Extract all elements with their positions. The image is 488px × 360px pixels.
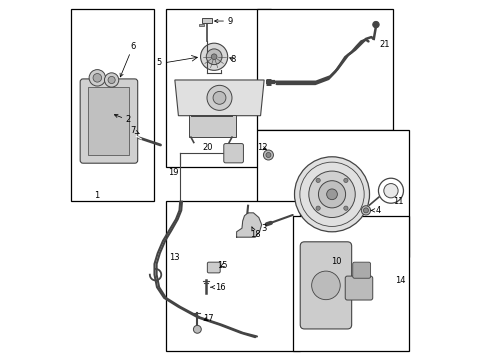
Circle shape bbox=[318, 181, 345, 208]
Text: 19: 19 bbox=[168, 168, 178, 177]
Circle shape bbox=[372, 21, 378, 28]
Circle shape bbox=[206, 85, 231, 111]
Circle shape bbox=[308, 171, 354, 217]
FancyBboxPatch shape bbox=[207, 262, 220, 273]
Circle shape bbox=[263, 150, 273, 160]
Bar bbox=[88, 87, 129, 155]
Circle shape bbox=[200, 43, 227, 70]
Bar bbox=[257, 130, 408, 257]
Text: 17: 17 bbox=[203, 314, 213, 323]
Polygon shape bbox=[236, 213, 261, 237]
Text: 15: 15 bbox=[217, 261, 227, 270]
Bar bbox=[199, 23, 203, 26]
Circle shape bbox=[213, 91, 225, 104]
Text: 8: 8 bbox=[229, 55, 235, 64]
Bar bbox=[189, 115, 235, 137]
Circle shape bbox=[315, 178, 320, 183]
FancyBboxPatch shape bbox=[345, 276, 372, 300]
Bar bbox=[165, 9, 271, 167]
Text: 14: 14 bbox=[394, 276, 405, 285]
FancyBboxPatch shape bbox=[224, 144, 243, 163]
Text: 4: 4 bbox=[370, 206, 380, 215]
Circle shape bbox=[363, 208, 367, 213]
Circle shape bbox=[315, 206, 320, 210]
Text: 2: 2 bbox=[114, 114, 131, 125]
Circle shape bbox=[294, 157, 369, 232]
Bar bbox=[292, 216, 408, 351]
Circle shape bbox=[343, 206, 347, 210]
Text: 7: 7 bbox=[130, 126, 139, 135]
Circle shape bbox=[326, 189, 337, 200]
Bar bbox=[202, 18, 211, 23]
Circle shape bbox=[104, 73, 119, 87]
Circle shape bbox=[211, 54, 217, 60]
Circle shape bbox=[378, 178, 403, 203]
Text: 13: 13 bbox=[169, 253, 180, 262]
Text: 1: 1 bbox=[93, 190, 99, 199]
Text: 6: 6 bbox=[120, 41, 136, 77]
Circle shape bbox=[265, 153, 270, 157]
Polygon shape bbox=[175, 80, 264, 116]
Text: 20: 20 bbox=[202, 143, 212, 152]
Circle shape bbox=[193, 325, 201, 333]
Circle shape bbox=[93, 73, 102, 82]
Text: 16: 16 bbox=[210, 283, 225, 292]
Text: 12: 12 bbox=[256, 143, 267, 152]
Circle shape bbox=[361, 206, 370, 215]
Bar bbox=[165, 202, 299, 351]
FancyBboxPatch shape bbox=[80, 79, 138, 163]
Circle shape bbox=[383, 184, 397, 198]
Text: 21: 21 bbox=[379, 40, 389, 49]
Circle shape bbox=[311, 271, 340, 300]
Circle shape bbox=[108, 76, 115, 84]
Circle shape bbox=[343, 178, 347, 183]
Text: 10: 10 bbox=[331, 257, 341, 266]
Circle shape bbox=[89, 69, 105, 86]
Bar bbox=[71, 9, 154, 202]
Circle shape bbox=[206, 49, 222, 64]
FancyBboxPatch shape bbox=[300, 242, 351, 329]
Text: 5: 5 bbox=[156, 58, 161, 67]
Text: 11: 11 bbox=[392, 197, 403, 206]
Text: 3: 3 bbox=[261, 224, 266, 233]
FancyBboxPatch shape bbox=[352, 262, 370, 278]
Text: 18: 18 bbox=[249, 227, 260, 239]
Text: 9: 9 bbox=[214, 17, 232, 26]
Bar bbox=[257, 9, 392, 130]
